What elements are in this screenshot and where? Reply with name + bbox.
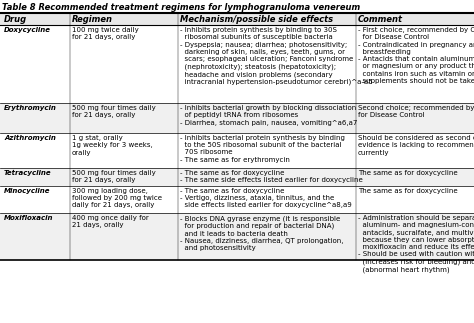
- Text: - Inhibits bacterial protein synthesis by binding
  to the 50S ribosomal subunit: - Inhibits bacterial protein synthesis b…: [180, 135, 345, 163]
- Bar: [0, 133, 474, 168]
- Text: Table 8 Recommended treatment regimens for lymphogranuloma venereum: Table 8 Recommended treatment regimens f…: [2, 3, 360, 12]
- Bar: [0, 168, 474, 186]
- Text: Doxycycline: Doxycycline: [4, 27, 51, 33]
- Text: - The same as for doxycycline
- Vertigo, dizziness, ataxia, tinnitus, and the
  : - The same as for doxycycline - Vertigo,…: [180, 188, 352, 209]
- Text: Second choice; recommended by Centers
for Disease Control: Second choice; recommended by Centers fo…: [358, 105, 474, 118]
- Bar: [0, 13, 474, 25]
- Text: Erythromycin: Erythromycin: [4, 105, 57, 111]
- Text: - Inhibits bacterial growth by blocking dissociation
  of peptidyl tRNA from rib: - Inhibits bacterial growth by blocking …: [180, 105, 357, 126]
- Text: Azithromycin: Azithromycin: [4, 135, 56, 141]
- Bar: [0, 186, 474, 213]
- Text: 500 mg four times daily
for 21 days, orally: 500 mg four times daily for 21 days, ora…: [72, 170, 156, 183]
- Text: Drug: Drug: [4, 15, 27, 24]
- Text: Mechanism/possible side effects: Mechanism/possible side effects: [180, 15, 333, 24]
- Bar: [0, 25, 474, 103]
- Text: 400 mg once daily for
21 days, orally: 400 mg once daily for 21 days, orally: [72, 215, 149, 228]
- Text: Regimen: Regimen: [72, 15, 113, 24]
- Text: Minocycline: Minocycline: [4, 188, 51, 194]
- Bar: [0, 213, 474, 260]
- Text: - Inhibits protein synthesis by binding to 30S
  ribosomal subunits of susceptib: - Inhibits protein synthesis by binding …: [180, 27, 373, 85]
- Text: Should be considered as second choice, but
evidence is lacking to recommend this: Should be considered as second choice, b…: [358, 135, 474, 155]
- Text: 300 mg loading dose,
followed by 200 mg twice
daily for 21 days, orally: 300 mg loading dose, followed by 200 mg …: [72, 188, 162, 209]
- Text: Tetracycline: Tetracycline: [4, 170, 52, 176]
- Text: 100 mg twice daily
for 21 days, orally: 100 mg twice daily for 21 days, orally: [72, 27, 139, 40]
- Text: 500 mg four times daily
for 21 days, orally: 500 mg four times daily for 21 days, ora…: [72, 105, 156, 118]
- Text: - Administration should be separated from
  aluminum- and magnesium-containing
 : - Administration should be separated fro…: [358, 215, 474, 273]
- Bar: [0, 103, 474, 133]
- Text: The same as for doxycycline: The same as for doxycycline: [358, 188, 457, 194]
- Text: The same as for doxycycline: The same as for doxycycline: [358, 170, 457, 176]
- Text: - Blocks DNA gyrase enzyme (it is responsible
  for production and repair of bac: - Blocks DNA gyrase enzyme (it is respon…: [180, 215, 344, 251]
- Text: 1 g stat, orally
1g weekly for 3 weeks,
orally: 1 g stat, orally 1g weekly for 3 weeks, …: [72, 135, 153, 155]
- Text: - The same as for doxycycline
- The same side effects listed earlier for doxycyc: - The same as for doxycycline - The same…: [180, 170, 363, 183]
- Text: Moxifloxacin: Moxifloxacin: [4, 215, 54, 221]
- Text: - First choice, recommended by Centers
  for Disease Control
- Contraindicated i: - First choice, recommended by Centers f…: [358, 27, 474, 84]
- Text: Comment: Comment: [358, 15, 403, 24]
